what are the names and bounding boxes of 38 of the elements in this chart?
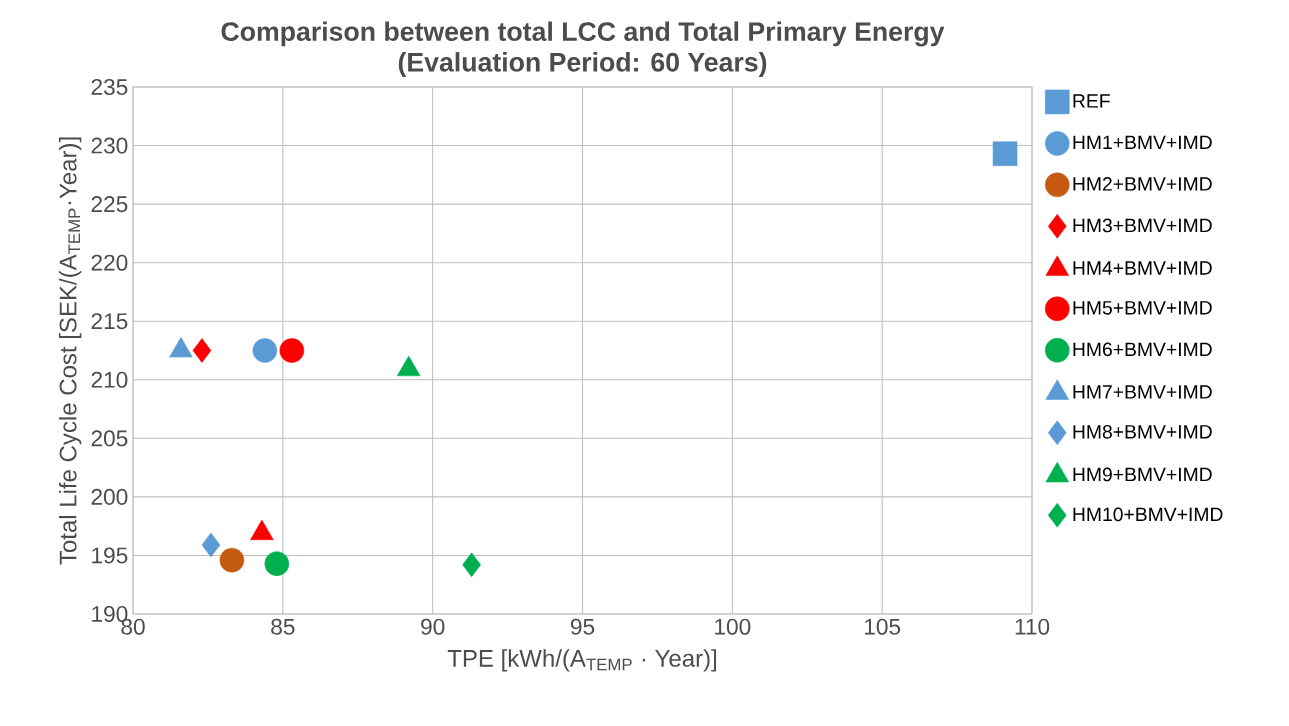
point [264, 551, 290, 576]
legend-label: REF [1073, 94, 1110, 108]
chart-subtitle: (Evaluation Period: 60 Years) [398, 52, 767, 77]
y-tick-label: 210 [91, 371, 128, 388]
y-tick-label: 230 [91, 137, 128, 154]
point [279, 338, 305, 363]
point [192, 338, 212, 363]
y-tick-label: 200 [91, 488, 128, 505]
legend-label: HM6+BMV+IMD [1073, 342, 1212, 357]
legend-label: HM5+BMV+IMD [1073, 301, 1212, 315]
x-tick-label: 100 [715, 618, 751, 635]
y-tick-label: 225 [91, 196, 128, 213]
y-tick-label: 220 [91, 254, 128, 271]
legend-label: HM4+BMV+IMD [1073, 261, 1212, 275]
point [219, 547, 245, 573]
legend-label: HM3+BMV+IMD [1073, 218, 1212, 233]
y-tick-label: 195 [92, 547, 128, 564]
point [462, 552, 481, 578]
legend-label: HM10+BMV+IMD [1073, 507, 1223, 522]
legend-label: HM2+BMV+IMD [1073, 177, 1212, 191]
x-tick-label: 105 [865, 618, 901, 635]
y-tick-label: 215 [91, 313, 128, 330]
x-tick-label: 95 [570, 618, 595, 635]
x-tick-label: 90 [421, 618, 445, 635]
y-tick-label: 205 [91, 430, 128, 447]
point [252, 338, 278, 363]
x-tick-label: 85 [271, 618, 295, 635]
point [992, 141, 1018, 167]
legend-label: HM1+BMV+IMD [1073, 135, 1212, 150]
x-tick-label: 110 [1015, 618, 1050, 635]
point [201, 532, 221, 558]
legend-label: HM7+BMV+IMD [1073, 385, 1212, 399]
legend-label: HM8+BMV+IMD [1073, 424, 1212, 439]
x-axis-title: TPE [kWh/(A$_{TEMP}$ · Year)] [447, 649, 717, 672]
chart-title: Comparison between total LCC and Total Primary Energy [221, 21, 945, 47]
y-tick-label: 235 [91, 78, 128, 96]
y-axis-title: Total Life Cycle Cost [SEK/(A$_{TEMP}$·Year)] [58, 137, 82, 565]
legend-label: HM9+BMV+IMD [1073, 467, 1212, 482]
